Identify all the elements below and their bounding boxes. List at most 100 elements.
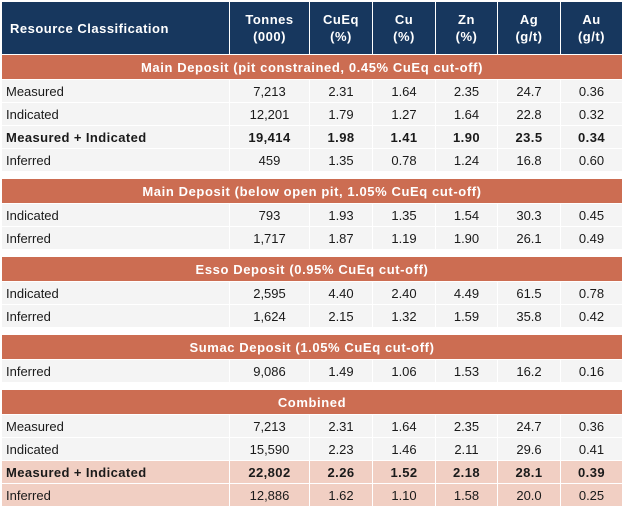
value-cell: 7,213	[229, 414, 310, 438]
value-cell: 1.53	[435, 359, 498, 383]
spacer-cell	[1, 171, 623, 179]
spacer-cell	[1, 382, 623, 390]
value-cell: 1.64	[435, 102, 498, 126]
value-cell: 61.5	[497, 281, 561, 305]
row-label: Inferred	[1, 148, 230, 172]
header-unit: (g/t)	[577, 29, 606, 44]
value-cell: 15,590	[229, 437, 310, 461]
section-spacer	[1, 327, 623, 335]
value-cell: 1.32	[372, 304, 436, 328]
value-cell: 1.79	[309, 102, 373, 126]
value-cell: 2.18	[435, 460, 498, 484]
table-row: Measured + Indicated 22,802 2.26 1.52 2.18 28…	[1, 460, 623, 484]
section-row: Esso Deposit (0.95% CuEq cut-off)	[1, 256, 623, 282]
value-cell: 1.24	[435, 148, 498, 172]
value-cell: 0.49	[560, 226, 623, 250]
value-cell: 20.0	[497, 483, 561, 507]
value-cell: 0.39	[560, 460, 623, 484]
table-header: Resource Classification Tonnes (000) CuEq…	[1, 1, 623, 55]
value-cell: 1.41	[372, 125, 436, 149]
table-row: Indicated 12,201 1.79 1.27 1.64 22.8 0.32	[1, 102, 623, 126]
value-cell: 1.64	[372, 414, 436, 438]
header-cell-ag: Ag (g/t)	[497, 1, 561, 55]
table-row: Indicated 793 1.93 1.35 1.54 30.3 0.45	[1, 203, 623, 227]
header-cell-au: Au (g/t)	[560, 1, 623, 55]
row-label: Inferred	[1, 304, 230, 328]
value-cell: 1.64	[372, 79, 436, 103]
header-cell-tonnes: Tonnes (000)	[229, 1, 310, 55]
value-cell: 23.5	[497, 125, 561, 149]
section-row: Sumac Deposit (1.05% CuEq cut-off)	[1, 334, 623, 360]
value-cell: 30.3	[497, 203, 561, 227]
value-cell: 2.11	[435, 437, 498, 461]
value-cell: 1.19	[372, 226, 436, 250]
table-row: Inferred 459 1.35 0.78 1.24 16.8 0.60	[1, 148, 623, 172]
header-unit: (g/t)	[515, 29, 543, 44]
value-cell: 2.23	[309, 437, 373, 461]
header-cell-cu: Cu (%)	[372, 1, 436, 55]
value-cell: 16.8	[497, 148, 561, 172]
value-cell: 24.7	[497, 79, 561, 103]
resource-table: Resource Classification Tonnes (000) CuEq…	[1, 1, 623, 507]
row-label: Indicated	[1, 102, 230, 126]
table-body: Main Deposit (pit constrained, 0.45% CuE…	[1, 54, 623, 507]
row-label: Inferred	[1, 359, 230, 383]
value-cell: 0.36	[560, 79, 623, 103]
value-cell: 1.06	[372, 359, 436, 383]
value-cell: 0.42	[560, 304, 623, 328]
value-cell: 0.34	[560, 125, 623, 149]
value-cell: 28.1	[497, 460, 561, 484]
section-title: Combined	[1, 389, 623, 415]
value-cell: 29.6	[497, 437, 561, 461]
value-cell: 1.90	[435, 125, 498, 149]
section-row: Main Deposit (below open pit, 1.05% CuEq…	[1, 178, 623, 204]
value-cell: 19,414	[229, 125, 310, 149]
value-cell: 2.26	[309, 460, 373, 484]
value-cell: 0.45	[560, 203, 623, 227]
value-cell: 1.49	[309, 359, 373, 383]
value-cell: 26.1	[497, 226, 561, 250]
value-cell: 1.35	[309, 148, 373, 172]
value-cell: 22.8	[497, 102, 561, 126]
value-cell: 24.7	[497, 414, 561, 438]
table-row: Indicated 2,595 4.40 2.40 4.49 61.5 0.78	[1, 281, 623, 305]
row-label: Indicated	[1, 281, 230, 305]
header-unit: (%)	[330, 29, 352, 44]
value-cell: 0.78	[372, 148, 436, 172]
value-cell: 2.31	[309, 79, 373, 103]
header-label: Au	[582, 12, 601, 27]
value-cell: 1.93	[309, 203, 373, 227]
value-cell: 1,624	[229, 304, 310, 328]
table-row: Inferred 1,717 1.87 1.19 1.90 26.1 0.49	[1, 226, 623, 250]
row-label: Measured	[1, 79, 230, 103]
value-cell: 22,802	[229, 460, 310, 484]
header-label: Resource Classification	[10, 20, 169, 36]
table-row: Inferred 1,624 2.15 1.32 1.59 35.8 0.42	[1, 304, 623, 328]
row-label: Indicated	[1, 437, 230, 461]
header-label: Ag	[519, 12, 539, 27]
value-cell: 2.35	[435, 79, 498, 103]
value-cell: 2,595	[229, 281, 310, 305]
value-cell: 4.40	[309, 281, 373, 305]
value-cell: 12,886	[229, 483, 310, 507]
row-label: Measured + Indicated	[1, 460, 230, 484]
row-label: Inferred	[1, 483, 230, 507]
value-cell: 2.40	[372, 281, 436, 305]
value-cell: 1,717	[229, 226, 310, 250]
value-cell: 1.90	[435, 226, 498, 250]
value-cell: 1.58	[435, 483, 498, 507]
row-label: Measured	[1, 414, 230, 438]
value-cell: 0.25	[560, 483, 623, 507]
row-label: Measured + Indicated	[1, 125, 230, 149]
table-row: Inferred 12,886 1.62 1.10 1.58 20.0 0.25	[1, 483, 623, 507]
value-cell: 12,201	[229, 102, 310, 126]
header-label: Zn	[458, 12, 475, 27]
section-title: Sumac Deposit (1.05% CuEq cut-off)	[1, 334, 623, 360]
header-unit: (%)	[455, 29, 478, 44]
header-unit: (%)	[393, 29, 415, 44]
value-cell: 1.35	[372, 203, 436, 227]
value-cell: 1.52	[372, 460, 436, 484]
header-unit: (000)	[253, 29, 286, 44]
value-cell: 0.60	[560, 148, 623, 172]
header-row: Resource Classification Tonnes (000) CuEq…	[1, 1, 623, 55]
